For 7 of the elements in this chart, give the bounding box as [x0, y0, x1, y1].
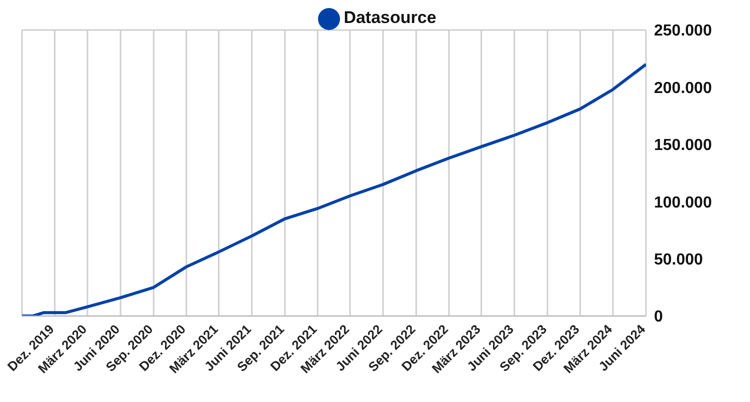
y-tick-label: 200.000 — [654, 80, 712, 97]
y-tick-label: 0 — [654, 308, 663, 326]
y-tick-label: 100.000 — [654, 194, 712, 212]
y-tick-label: 250.000 — [654, 22, 712, 40]
legend-label: Datasource — [344, 8, 436, 28]
y-tick-label: 50.000 — [654, 251, 704, 268]
y-tick-label: 150.000 — [654, 137, 712, 154]
